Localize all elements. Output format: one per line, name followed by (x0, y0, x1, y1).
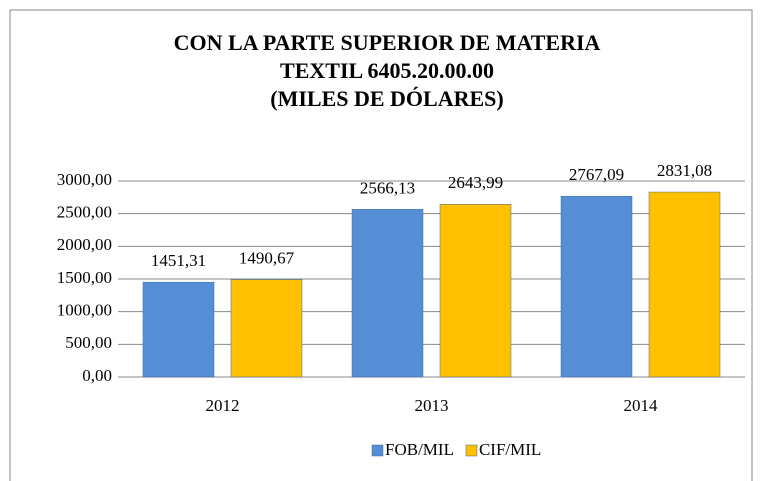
chart-border (9, 9, 753, 481)
chart-title: CON LA PARTE SUPERIOR DE MATERIA (174, 30, 601, 55)
y-tick-label: 2000,00 (57, 235, 112, 254)
bar (142, 281, 215, 378)
bar (439, 204, 512, 378)
value-label: 1490,67 (239, 249, 295, 268)
legend-swatch (371, 444, 384, 457)
bar (230, 279, 303, 378)
y-tick-label: 0,00 (82, 366, 112, 385)
y-tick-label: 3000,00 (57, 170, 112, 189)
value-label: 2643,99 (448, 173, 503, 192)
value-label: 2831,08 (657, 161, 712, 180)
value-label: 2767,09 (569, 165, 624, 184)
chart-title: TEXTIL 6405.20.00.00 (280, 58, 494, 83)
chart-title: (MILES DE DÓLARES) (270, 86, 503, 111)
legend-swatch (465, 444, 478, 457)
y-tick-label: 1500,00 (57, 268, 112, 287)
x-tick-label: 2012 (206, 396, 240, 415)
legend-label: FOB/MIL (385, 440, 454, 459)
bar (560, 195, 633, 378)
value-label: 2566,13 (360, 178, 415, 197)
x-tick-label: 2014 (624, 396, 659, 415)
y-tick-label: 1000,00 (57, 301, 112, 320)
bar (648, 191, 721, 378)
bar (351, 209, 424, 378)
y-tick-label: 2500,00 (57, 203, 112, 222)
legend-label: CIF/MIL (479, 440, 541, 459)
x-tick-label: 2013 (415, 396, 449, 415)
value-label: 1451,31 (151, 251, 206, 270)
y-tick-label: 500,00 (65, 333, 112, 352)
